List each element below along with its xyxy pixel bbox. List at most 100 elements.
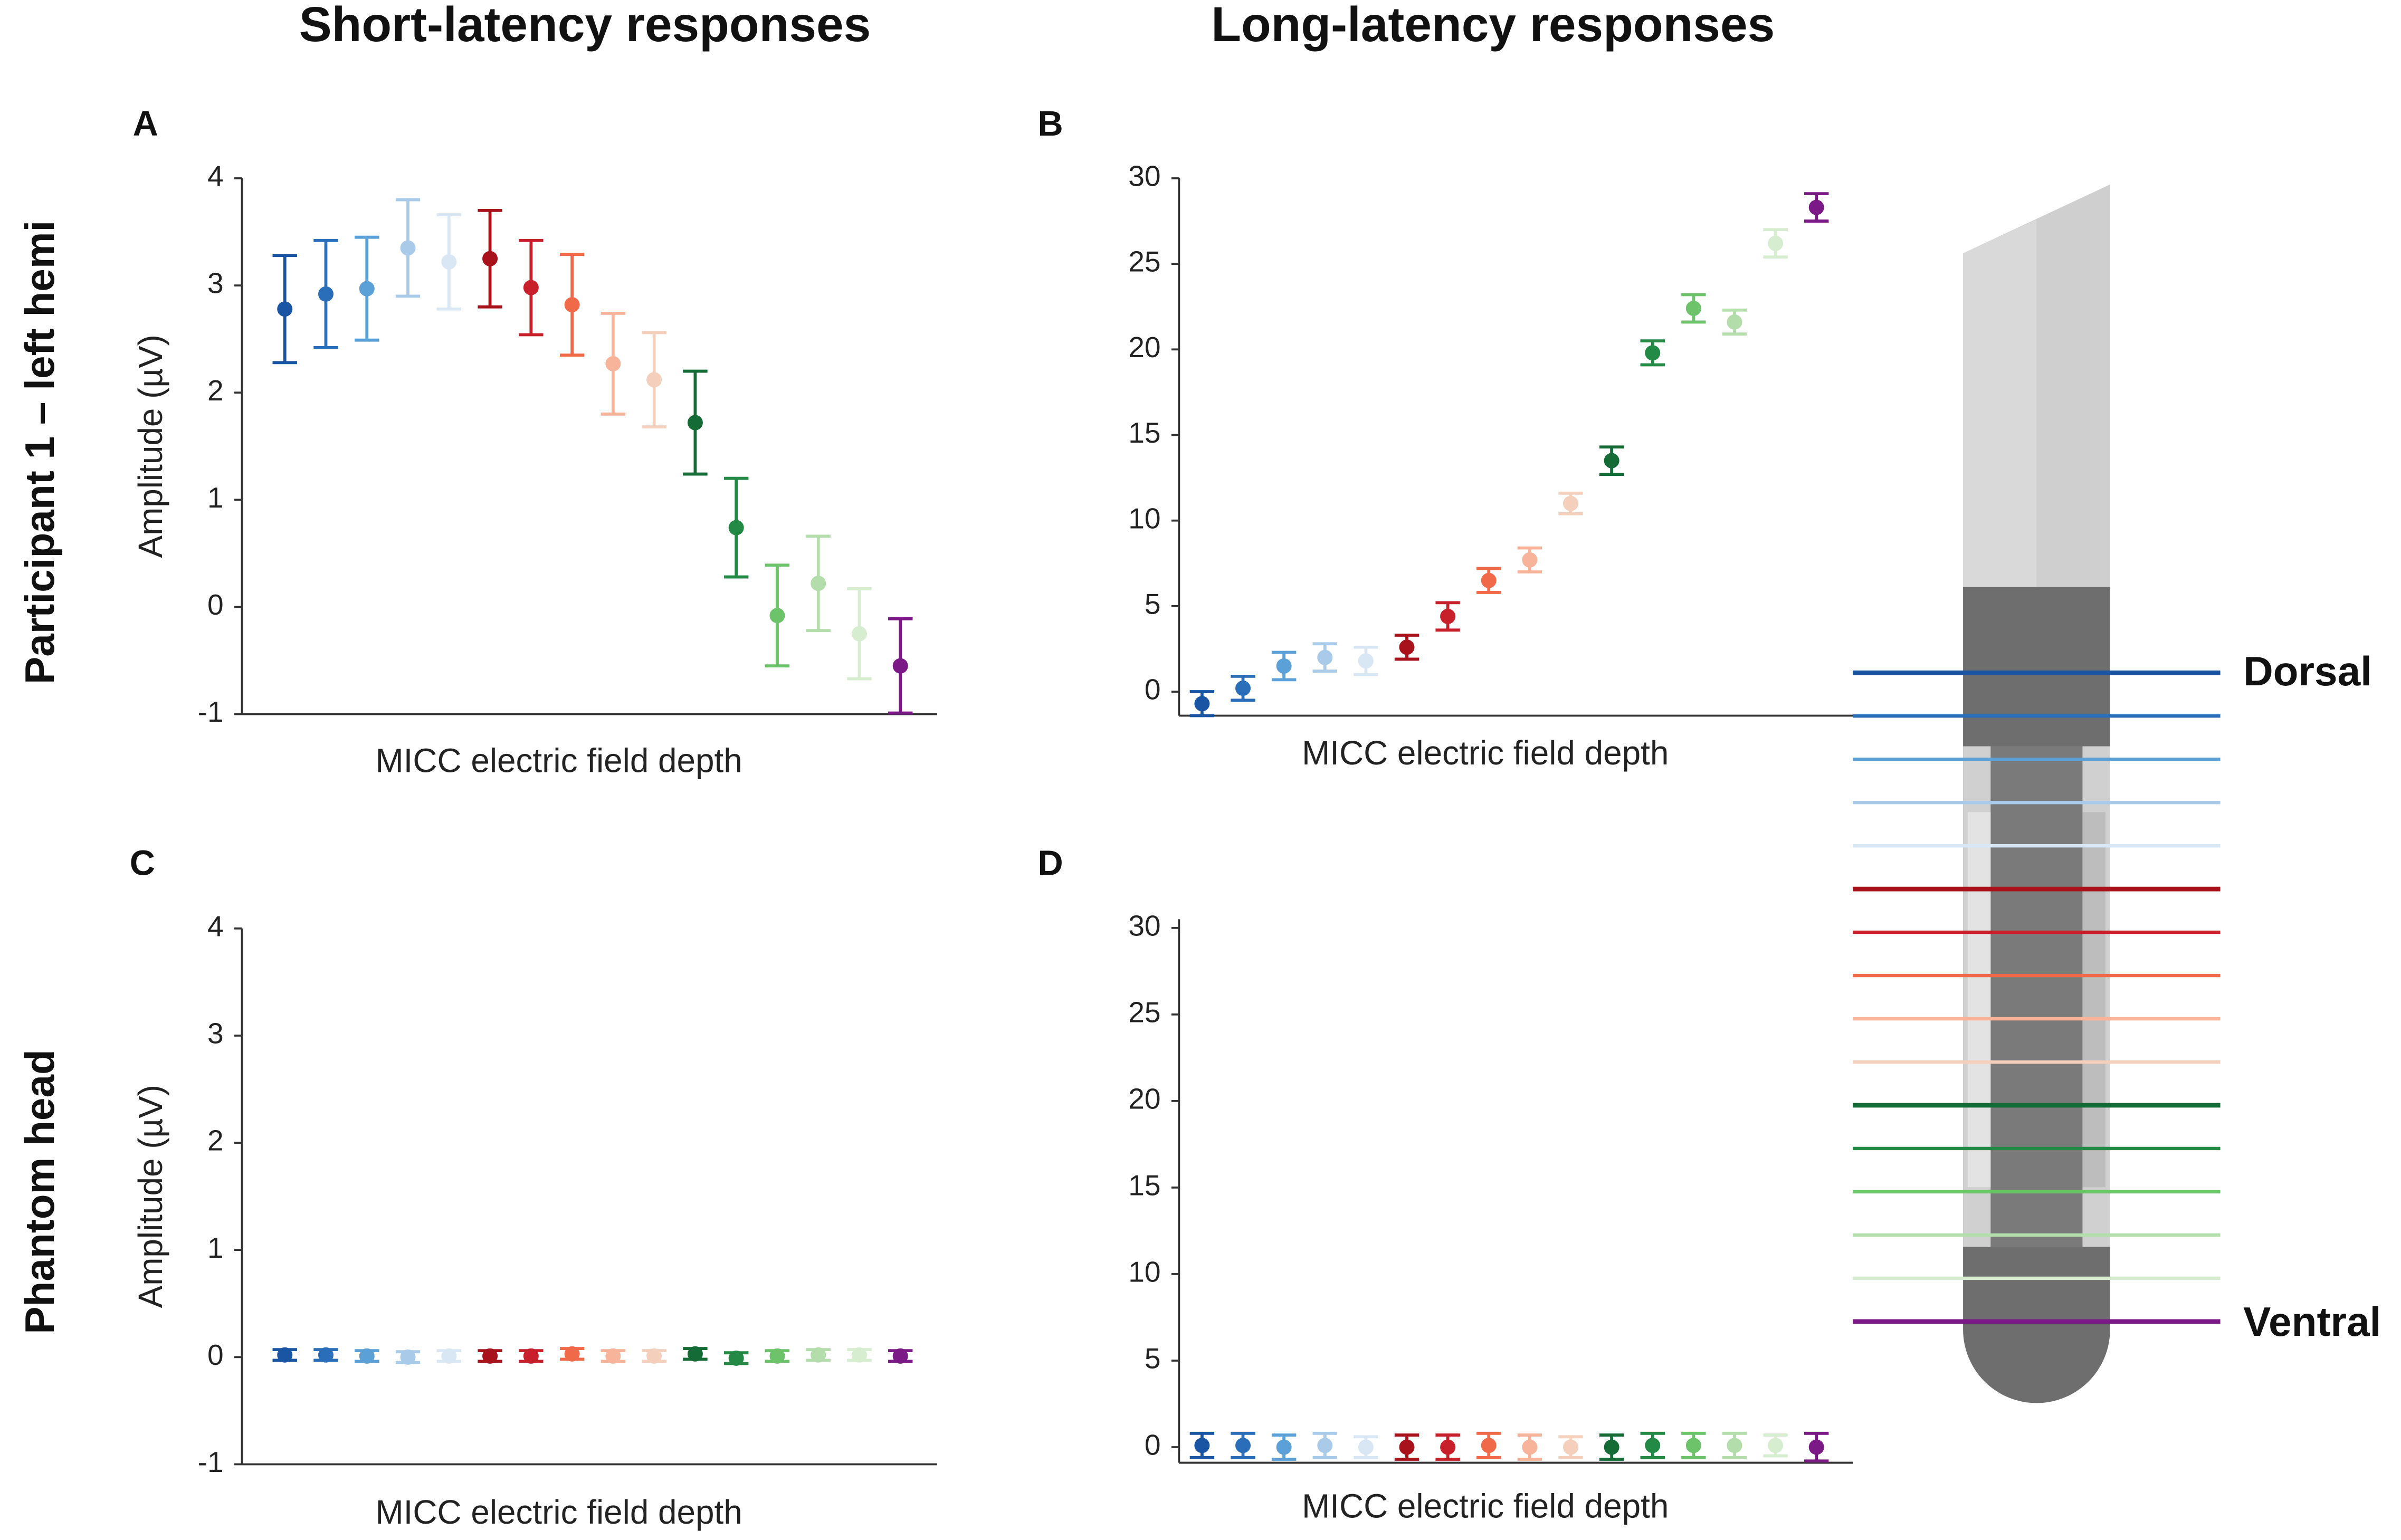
- y-tick-label: 0: [207, 1338, 224, 1371]
- y-tick-label: 4: [207, 910, 224, 942]
- y-tick-label: -1: [198, 695, 224, 728]
- y-tick-label: 0: [1145, 673, 1161, 706]
- data-point: [1481, 1438, 1497, 1453]
- data-point: [441, 254, 457, 270]
- data-point: [728, 520, 744, 535]
- data-point: [1808, 199, 1824, 215]
- y-tick-label: 10: [1128, 502, 1160, 534]
- data-point: [1562, 495, 1579, 511]
- y-tick-label: 2: [207, 374, 224, 407]
- data-point: [1768, 1438, 1784, 1453]
- data-point: [1276, 1439, 1292, 1455]
- data-point: [1522, 552, 1538, 568]
- data-point: [1235, 681, 1251, 696]
- data-point: [523, 1348, 539, 1364]
- column-title: Short-latency responses: [299, 0, 871, 52]
- data-point: [1194, 696, 1210, 712]
- data-point: [482, 1348, 498, 1364]
- x-axis-label: MICC electric field depth: [1302, 1487, 1669, 1525]
- data-point: [1235, 1438, 1251, 1453]
- data-point: [811, 1347, 826, 1363]
- data-point: [811, 576, 826, 591]
- data-point: [1481, 572, 1497, 588]
- data-point: [523, 280, 539, 295]
- y-tick-label: 25: [1128, 996, 1160, 1028]
- data-point: [646, 1348, 662, 1364]
- panel-label: D: [1038, 844, 1063, 883]
- data-point: [646, 372, 662, 388]
- electrode-highlight: [1967, 812, 1991, 1188]
- y-tick-label: 20: [1128, 331, 1160, 364]
- data-point: [769, 608, 785, 624]
- data-point: [1562, 1439, 1579, 1455]
- y-tick-label: 0: [207, 588, 224, 621]
- data-point: [892, 658, 908, 674]
- y-tick-label: 10: [1128, 1256, 1160, 1288]
- y-tick-label: 30: [1128, 909, 1160, 942]
- y-tick-label: 0: [1145, 1429, 1161, 1461]
- y-tick-label: 1: [207, 1231, 224, 1264]
- column-title: Long-latency responses: [1211, 0, 1775, 52]
- data-point: [769, 1348, 785, 1364]
- electrode-highlight: [2082, 812, 2105, 1188]
- data-point: [851, 626, 867, 642]
- y-tick-label: 15: [1128, 1169, 1160, 1201]
- data-point: [1522, 1439, 1538, 1455]
- data-point: [1317, 649, 1333, 665]
- data-point: [605, 1348, 621, 1364]
- data-point: [277, 301, 293, 317]
- data-point: [1727, 1438, 1742, 1453]
- data-point: [1727, 314, 1742, 330]
- data-point: [851, 1347, 867, 1363]
- y-tick-label: 4: [207, 160, 224, 193]
- panel-label: C: [130, 844, 155, 883]
- data-point: [1399, 639, 1415, 655]
- x-axis-label: MICC electric field depth: [1302, 734, 1669, 772]
- data-point: [1276, 658, 1292, 674]
- electrode-label: Ventral: [2243, 1298, 2381, 1345]
- data-point: [1768, 235, 1784, 251]
- electrode-tip-shade: [1963, 219, 2037, 590]
- y-axis-label: Amplitude (µV): [131, 334, 169, 558]
- data-point: [482, 251, 498, 266]
- data-point: [441, 1348, 457, 1364]
- data-point: [728, 1350, 744, 1366]
- data-point: [359, 281, 375, 296]
- row-label: Participant 1 – left hemi: [16, 221, 63, 684]
- y-tick-label: 15: [1128, 416, 1160, 449]
- data-point: [1685, 1438, 1701, 1453]
- data-point: [318, 286, 334, 302]
- data-point: [687, 415, 703, 431]
- y-axis-label: Amplitude (µV): [131, 1085, 169, 1308]
- data-point: [318, 1347, 334, 1363]
- electrode-levels: [1853, 670, 2221, 1324]
- y-tick-label: 5: [1145, 587, 1161, 620]
- data-point: [1399, 1439, 1415, 1455]
- data-point: [1440, 1439, 1456, 1455]
- data-point: [1317, 1438, 1333, 1453]
- data-point: [564, 1346, 580, 1362]
- data-point: [1604, 1439, 1619, 1455]
- data-point: [1604, 453, 1619, 468]
- data-point: [1358, 653, 1374, 669]
- data-point: [1645, 345, 1661, 361]
- y-tick-label: 5: [1145, 1342, 1161, 1375]
- data-point: [1685, 300, 1701, 316]
- data-point: [1358, 1439, 1374, 1455]
- data-point: [1645, 1438, 1661, 1453]
- y-tick-label: 2: [207, 1124, 224, 1157]
- y-tick-label: 3: [207, 267, 224, 300]
- x-axis-label: MICC electric field depth: [376, 741, 742, 779]
- y-tick-label: -1: [198, 1446, 224, 1478]
- data-point: [277, 1347, 293, 1363]
- data-point: [1808, 1439, 1824, 1455]
- panel-label: A: [133, 104, 158, 144]
- y-tick-label: 30: [1128, 160, 1160, 193]
- data-point: [359, 1348, 375, 1364]
- data-point: [687, 1346, 703, 1362]
- electrode: [1963, 184, 2110, 1403]
- panel-label: B: [1038, 104, 1063, 144]
- data-point: [564, 297, 580, 313]
- data-point: [400, 1349, 416, 1365]
